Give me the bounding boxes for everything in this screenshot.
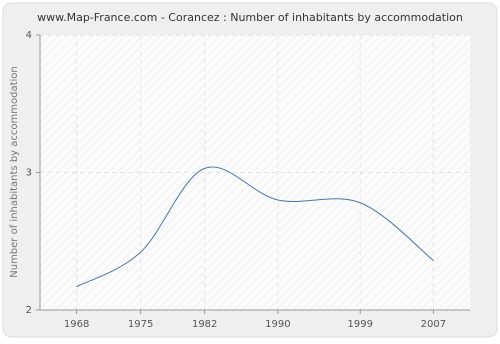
plot-area [40,35,470,310]
x-tick-label: 1982 [192,319,217,330]
data-line [76,166,434,288]
x-tick-label: 1975 [128,319,153,330]
y-tick-label: 3 [26,168,32,179]
x-tick-label: 2007 [421,319,446,330]
y-tick-label: 2 [26,305,32,316]
x-tick-label: 1999 [347,319,372,330]
y-axis-label: Number of inhabitants by accommodation [9,66,20,278]
x-tick-label: 1990 [265,319,290,330]
chart-title: www.Map-France.com - Corancez : Number o… [37,11,463,24]
y-tick-label: 4 [26,30,32,41]
x-tick-label: 1968 [64,319,89,330]
